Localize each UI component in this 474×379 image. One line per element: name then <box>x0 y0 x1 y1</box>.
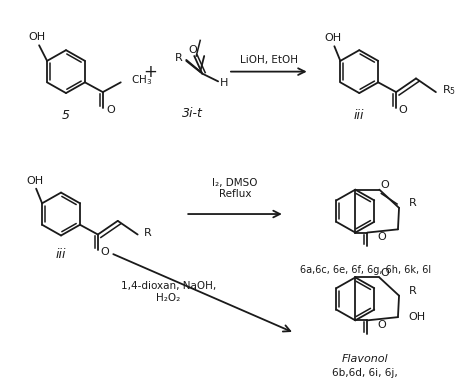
Text: OH: OH <box>408 312 425 322</box>
Text: O: O <box>399 105 408 115</box>
Text: H: H <box>220 78 228 88</box>
Text: OH: OH <box>28 33 46 42</box>
Text: O: O <box>377 232 386 243</box>
Text: OH: OH <box>325 33 342 44</box>
Text: Flavonol: Flavonol <box>342 354 389 364</box>
Text: R: R <box>409 198 417 208</box>
Text: CH$_3$: CH$_3$ <box>131 74 152 87</box>
Text: 5: 5 <box>62 109 70 122</box>
Text: +: + <box>144 63 157 81</box>
Text: R: R <box>144 227 151 238</box>
Text: O: O <box>100 247 109 257</box>
Text: iii: iii <box>56 249 66 262</box>
Text: R: R <box>409 286 417 296</box>
Text: OH: OH <box>27 176 44 186</box>
Text: R: R <box>174 53 182 63</box>
Text: 6b,6d, 6i, 6j,: 6b,6d, 6i, 6j, <box>332 368 398 378</box>
Text: iii: iii <box>354 109 365 122</box>
Text: 3i-t: 3i-t <box>182 107 203 120</box>
Text: R$_5$: R$_5$ <box>442 83 456 97</box>
Text: O: O <box>107 105 115 115</box>
Text: 1,4-dioxan, NaOH,
H₂O₂: 1,4-dioxan, NaOH, H₂O₂ <box>121 281 216 303</box>
Text: O: O <box>377 320 386 330</box>
Text: O: O <box>380 268 389 277</box>
Text: I₂, DMSO
Reflux: I₂, DMSO Reflux <box>212 178 258 199</box>
Text: 6a,6c, 6e, 6f, 6g, 6h, 6k, 6l: 6a,6c, 6e, 6f, 6g, 6h, 6k, 6l <box>300 265 431 275</box>
Text: O: O <box>188 45 197 55</box>
Text: LiOH, EtOH: LiOH, EtOH <box>240 55 298 65</box>
Text: O: O <box>380 180 389 190</box>
